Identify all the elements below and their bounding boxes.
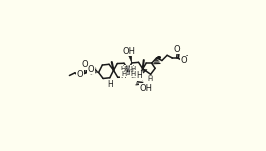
Text: H̅: H̅ xyxy=(148,76,153,82)
Text: H: H xyxy=(131,71,136,77)
Text: Aus: Aus xyxy=(123,68,134,73)
Text: H: H xyxy=(107,80,113,88)
Text: Ḣ: Ḣ xyxy=(131,66,136,72)
Text: O: O xyxy=(88,65,94,74)
Ellipse shape xyxy=(123,66,133,74)
Text: O: O xyxy=(77,70,83,79)
Text: O: O xyxy=(181,56,187,65)
Text: H: H xyxy=(122,71,127,77)
Text: OH: OH xyxy=(122,47,135,56)
Text: O: O xyxy=(81,60,88,69)
Text: O: O xyxy=(173,45,180,53)
Polygon shape xyxy=(128,54,132,63)
Text: Ḣ: Ḣ xyxy=(121,66,126,72)
Text: H: H xyxy=(120,71,126,80)
Text: OH: OH xyxy=(139,84,152,93)
Text: H: H xyxy=(136,71,142,80)
